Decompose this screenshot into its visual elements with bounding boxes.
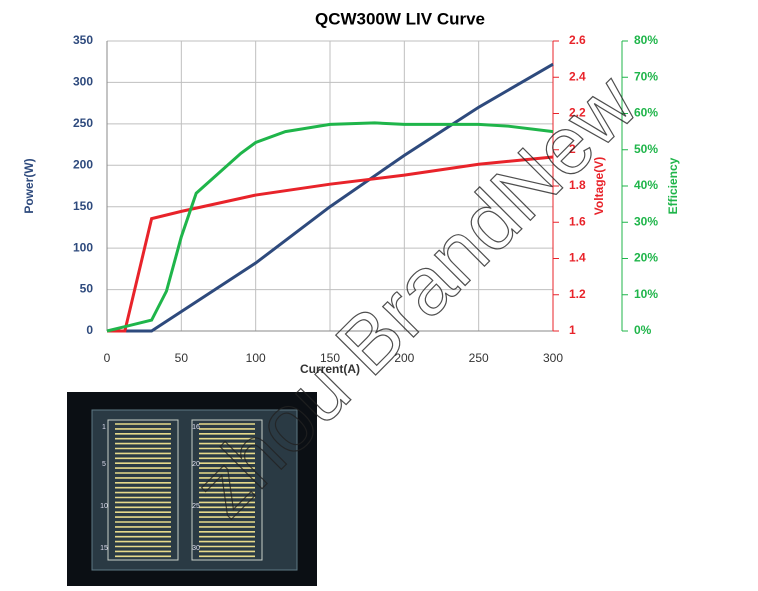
y-tick-label: 0 xyxy=(86,323,93,337)
y-tick-label: 200 xyxy=(73,157,93,171)
y2-tick-label: 2 xyxy=(569,142,576,156)
y3-tick-label: 60% xyxy=(634,106,658,120)
y-tick-label: 100 xyxy=(73,240,93,254)
y2-tick-label: 1.2 xyxy=(569,287,586,301)
y-tick-label: 300 xyxy=(73,75,93,89)
chip-bar-group xyxy=(191,419,263,561)
y-axis-label: Power(W) xyxy=(22,158,36,213)
chip-bar-group xyxy=(107,419,179,561)
x-tick-label: 300 xyxy=(543,351,563,365)
chip xyxy=(91,409,298,571)
chip-label: 1 xyxy=(102,424,106,431)
y-tick-label: 250 xyxy=(73,116,93,130)
y-tick-label: 150 xyxy=(73,199,93,213)
chip-label: 20 xyxy=(192,461,200,468)
x-axis-label: Current(A) xyxy=(300,362,360,376)
y3-tick-label: 70% xyxy=(634,69,658,83)
y3-axis-label: Efficiency xyxy=(666,157,680,214)
y2-tick-label: 2.6 xyxy=(569,33,586,47)
y2-tick-label: 2.2 xyxy=(569,106,586,120)
x-tick-label: 0 xyxy=(104,351,111,365)
series-line xyxy=(106,121,554,333)
chip-label: 25 xyxy=(192,503,200,510)
x-tick-label: 200 xyxy=(394,351,414,365)
y2-tick-label: 1.6 xyxy=(569,214,586,228)
chip-label: 15 xyxy=(100,545,108,552)
chart-title: QCW300W LIV Curve xyxy=(315,9,485,28)
y-tick-label: 50 xyxy=(80,282,94,296)
y3-tick-label: 10% xyxy=(634,287,658,301)
chip-label: 16 xyxy=(192,424,200,431)
y-tick-label: 350 xyxy=(73,33,93,47)
y2-tick-label: 1.4 xyxy=(569,251,586,265)
y2-tick-label: 1.8 xyxy=(569,178,586,192)
y3-tick-label: 0% xyxy=(634,323,652,337)
x-tick-label: 50 xyxy=(175,351,189,365)
chip-label: 5 xyxy=(102,461,106,468)
y3-tick-label: 80% xyxy=(634,33,658,47)
y3-tick-label: 20% xyxy=(634,251,658,265)
x-tick-label: 150 xyxy=(320,351,340,365)
y2-axis-label: Voltage(V) xyxy=(592,157,606,215)
x-tick-label: 100 xyxy=(246,351,266,365)
series-line xyxy=(107,62,554,333)
y2-tick-label: 1 xyxy=(569,323,576,337)
y3-tick-label: 40% xyxy=(634,178,658,192)
y2-tick-label: 2.4 xyxy=(569,69,586,83)
y3-tick-label: 30% xyxy=(634,214,658,228)
chip-label: 30 xyxy=(192,545,200,552)
series-line xyxy=(107,155,554,333)
chip-label: 10 xyxy=(100,503,108,510)
x-tick-label: 250 xyxy=(469,351,489,365)
y3-tick-label: 50% xyxy=(634,142,658,156)
